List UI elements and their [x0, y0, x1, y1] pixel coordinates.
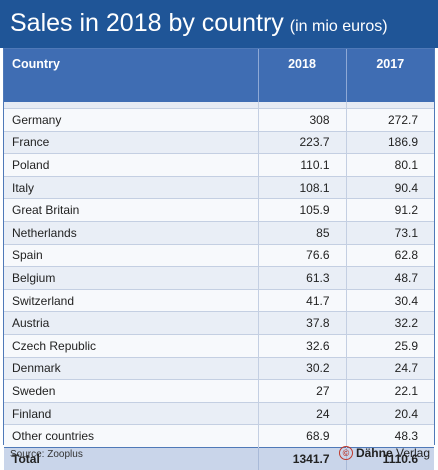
table-row: Poland 110.1 80.1 — [4, 153, 434, 177]
country-cell: Sweden — [4, 379, 258, 403]
value-2017-cell: 272.7 — [345, 108, 434, 132]
country-cell: Belgium — [4, 266, 258, 290]
country-cell: Finland — [4, 401, 258, 425]
column-header-country: Country — [4, 49, 258, 102]
value-2018-cell: 85 — [257, 220, 346, 245]
table-row: Sweden 27 22.1 — [4, 379, 434, 403]
total-2017: 1110.6 — [345, 446, 434, 470]
value-2018-cell: 61.3 — [257, 266, 346, 290]
header-spacer — [4, 102, 434, 109]
value-2018-cell: 108.1 — [257, 175, 346, 199]
publisher-credit: © Dähne Verlag — [338, 446, 430, 460]
value-2017-cell: 48.3 — [345, 424, 434, 448]
chart-subtitle: (in mio euros) — [289, 18, 388, 35]
country-cell: Spain — [4, 243, 258, 267]
country-cell: Denmark — [4, 356, 258, 380]
column-header-2018: 2018 — [257, 49, 346, 102]
value-2017-cell: 20.4 — [345, 401, 434, 425]
country-cell: Germany — [4, 108, 258, 132]
value-2017-cell: 73.1 — [345, 220, 434, 245]
table-row: Czech Republic 32.6 25.9 — [4, 333, 434, 358]
title-bar: Sales in 2018 by country (in mio euros) — [0, 0, 438, 48]
country-cell: Italy — [4, 175, 258, 199]
value-2018-cell: 41.7 — [257, 288, 346, 312]
country-cell: Great Britain — [4, 198, 258, 222]
table-row: Denmark 30.2 24.7 — [4, 356, 434, 380]
value-2018-cell: 110.1 — [257, 153, 346, 177]
publisher-name-rest: Verlag — [392, 446, 430, 460]
value-2017-cell: 186.9 — [345, 130, 434, 154]
table-row: Netherlands 85 73.1 — [4, 220, 434, 245]
publisher-name-bold: Dähne — [355, 446, 393, 460]
table-row: Switzerland 41.7 30.4 — [4, 288, 434, 312]
value-2017-cell: 48.7 — [345, 266, 434, 290]
table-header-row: Country 2018 2017 — [4, 49, 434, 102]
table-row: Spain 76.6 62.8 — [4, 243, 434, 267]
table-body: Germany 308 272.7 France 223.7 186.9 Poland 110… — [4, 108, 434, 448]
value-2017-cell: 91.2 — [345, 198, 434, 222]
country-cell: France — [4, 130, 258, 154]
value-2018-cell: 30.2 — [257, 356, 346, 380]
value-2017-cell: 24.7 — [345, 356, 434, 380]
value-2018-cell: 308 — [257, 108, 346, 132]
sales-table: Country 2018 2017 Germany 308 272.7 France 2… — [4, 49, 434, 470]
value-2017-cell: 22.1 — [345, 379, 434, 403]
source-note: Source: Zooplus — [10, 449, 83, 460]
chart-title: Sales in 2018 by country — [10, 9, 284, 37]
value-2017-cell: 90.4 — [345, 175, 434, 199]
value-2017-cell: 80.1 — [345, 153, 434, 177]
table-row: Great Britain 105.9 91.2 — [4, 198, 434, 222]
country-cell: Czech Republic — [4, 333, 258, 358]
value-2017-cell: 32.2 — [345, 311, 434, 335]
country-cell: Switzerland — [4, 288, 258, 312]
table-row: Austria 37.8 32.2 — [4, 311, 434, 335]
value-2018-cell: 223.7 — [257, 130, 346, 154]
total-2018: 1341.7 — [257, 446, 346, 470]
total-label: Total — [4, 446, 258, 470]
total-row: Total 1341.7 1110.6 — [4, 446, 434, 470]
table-row: Germany 308 272.7 — [4, 108, 434, 132]
country-cell: Austria — [4, 311, 258, 335]
value-2018-cell: 105.9 — [257, 198, 346, 222]
value-2018-cell: 24 — [257, 401, 346, 425]
table-row: Belgium 61.3 48.7 — [4, 266, 434, 290]
table-row: France 223.7 186.9 — [4, 130, 434, 154]
value-2018-cell: 68.9 — [257, 424, 346, 448]
table-row: Finland 24 20.4 — [4, 401, 434, 425]
country-cell: Other countries — [4, 424, 258, 448]
value-2017-cell: 25.9 — [345, 333, 434, 358]
country-cell: Poland — [4, 153, 258, 177]
value-2018-cell: 37.8 — [257, 311, 346, 335]
value-2018-cell: 27 — [257, 379, 346, 403]
table-row: Other countries 68.9 48.3 — [4, 424, 434, 448]
column-header-2017: 2017 — [345, 49, 434, 102]
value-2017-cell: 30.4 — [345, 288, 434, 312]
copyright-icon: © — [338, 446, 353, 460]
country-cell: Netherlands — [4, 220, 258, 245]
value-2017-cell: 62.8 — [345, 243, 434, 267]
table-row: Italy 108.1 90.4 — [4, 175, 434, 199]
value-2018-cell: 32.6 — [257, 333, 346, 358]
value-2018-cell: 76.6 — [257, 243, 346, 267]
